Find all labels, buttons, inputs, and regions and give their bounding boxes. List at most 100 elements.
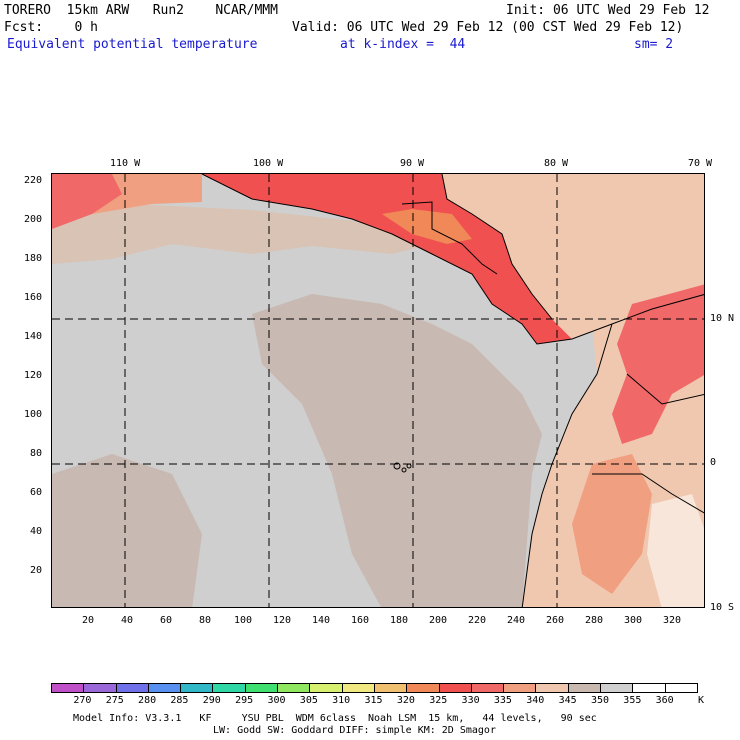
x-tick-label: 60 [160, 615, 173, 626]
colorbar-swatch [439, 684, 472, 692]
colorbar-label: 290 [202, 695, 221, 706]
theta-e-map [51, 173, 705, 608]
init-time: Init: 06 UTC Wed 29 Feb 12 [506, 3, 710, 18]
colorbar-swatch [181, 684, 214, 692]
colorbar-label: 300 [267, 695, 286, 706]
y-tick-label: 120 [24, 370, 43, 381]
colorbar-swatch [504, 684, 537, 692]
y-tick-label: 40 [30, 526, 43, 537]
theta-region-335-nw [52, 174, 122, 229]
colorbar-swatch [471, 684, 505, 692]
colorbar-unit: K [698, 695, 705, 706]
physics-info: LW: Godd SW: Goddard DIFF: simple KM: 2D… [213, 725, 496, 736]
x-tick-label: 180 [390, 615, 409, 626]
colorbar-swatch [278, 684, 311, 692]
theta-region-350 [252, 294, 542, 607]
x-tick-label: 200 [429, 615, 448, 626]
y-tick-label: 180 [24, 253, 43, 264]
colorbar-swatch [536, 684, 569, 692]
lat-label-10s: 10 S [710, 602, 735, 613]
colorbar-swatch [342, 684, 375, 692]
border-line [626, 373, 704, 405]
lon-label-70w: 70 W [688, 158, 713, 169]
theta-region-345 [52, 204, 432, 264]
border-line [401, 201, 498, 275]
colorbar-label: 305 [299, 695, 318, 706]
colorbar-label: 310 [332, 695, 351, 706]
land-central-america [202, 174, 572, 344]
x-tick-label: 120 [273, 615, 292, 626]
colorbar-label: 355 [623, 695, 642, 706]
colorbar-swatch [116, 684, 149, 692]
lon-label-100w: 100 W [253, 158, 284, 169]
smoothing: sm= 2 [634, 37, 674, 52]
x-tick-label: 160 [351, 615, 370, 626]
x-tick-label: 80 [199, 615, 212, 626]
colorbar-swatch [84, 684, 117, 692]
colorbar-label: 315 [364, 695, 383, 706]
colorbar-label: 270 [73, 695, 92, 706]
colorbar-label: 320 [396, 695, 415, 706]
y-tick-label: 160 [24, 292, 43, 303]
y-tick-label: 20 [30, 565, 43, 576]
y-tick-label: 100 [24, 409, 43, 420]
land-caribbean-peach [442, 174, 704, 339]
colorbar-label: 350 [590, 695, 609, 706]
colorbar-swatch [601, 684, 634, 692]
field-name: Equivalent potential temperature [7, 37, 258, 52]
colorbar-label: 280 [138, 695, 157, 706]
lat-label-0: 0 [710, 457, 717, 468]
border-line [592, 473, 704, 514]
lon-label-80w: 80 W [544, 158, 569, 169]
colorbar-label: 285 [170, 695, 189, 706]
x-tick-label: 240 [507, 615, 526, 626]
colorbar-swatch [633, 684, 666, 692]
x-tick-label: 220 [468, 615, 487, 626]
colorbar-swatch [52, 684, 85, 692]
lon-label-90w: 90 W [400, 158, 425, 169]
theta-region-335-colombia [612, 284, 704, 444]
x-tick-label: 320 [663, 615, 682, 626]
colorbar-label: 325 [429, 695, 448, 706]
theta-region-350-sw [52, 454, 202, 607]
colorbar-label: 335 [493, 695, 512, 706]
theta-region-340-peru [572, 454, 652, 594]
y-tick-label: 140 [24, 331, 43, 342]
y-tick-label: 80 [30, 448, 43, 459]
x-tick-label: 40 [121, 615, 134, 626]
x-tick-label: 280 [585, 615, 604, 626]
model-info: Model Info: V3.3.1 KF YSU PBL WDM 6class… [73, 713, 597, 724]
theta-region-355-andes [647, 494, 704, 607]
forecast-hour: Fcst: 0 h [4, 20, 98, 35]
colorbar-label: 330 [461, 695, 480, 706]
run-title: TORERO 15km ARW Run2 NCAR/MMM [4, 3, 278, 18]
colorbar-swatch [213, 684, 246, 692]
colorbar-swatch [665, 684, 697, 692]
x-tick-label: 100 [234, 615, 253, 626]
theta-region-325 [382, 209, 472, 244]
lat-label-10n: 10 N [710, 313, 735, 324]
colorbar-swatch [148, 684, 182, 692]
colorbar-label: 295 [235, 695, 254, 706]
x-tick-label: 140 [312, 615, 331, 626]
galapagos-island [393, 462, 401, 470]
map-graphics [52, 174, 704, 607]
x-tick-label: 20 [82, 615, 95, 626]
colorbar-label: 360 [655, 695, 674, 706]
galapagos-island [401, 467, 407, 473]
level-index: at k-index = 44 [340, 37, 466, 52]
colorbar-label: 340 [526, 695, 545, 706]
coastline-caribbean [441, 174, 553, 320]
colorbar-swatch [407, 684, 440, 692]
colorbar-swatch [568, 684, 602, 692]
y-tick-label: 220 [24, 175, 43, 186]
colorbar-label: 345 [558, 695, 577, 706]
colorbar-swatch [310, 684, 343, 692]
colorbar-label: 275 [105, 695, 124, 706]
coastline-pacific [201, 174, 704, 345]
colorbar [51, 683, 698, 693]
x-tick-label: 300 [624, 615, 643, 626]
valid-time: Valid: 06 UTC Wed 29 Feb 12 (00 CST Wed … [292, 20, 684, 35]
y-tick-label: 200 [24, 214, 43, 225]
colorbar-swatch [374, 684, 408, 692]
